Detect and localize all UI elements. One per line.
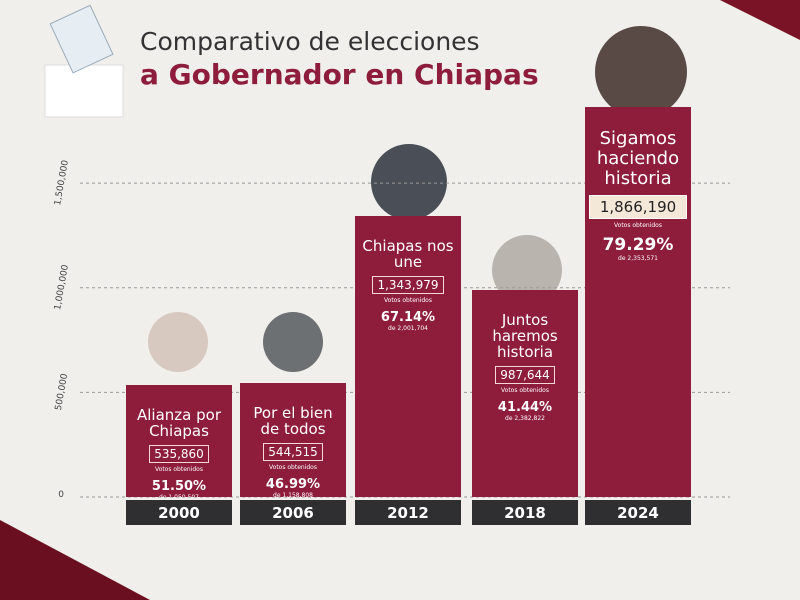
share-label: 51.50% xyxy=(151,478,207,494)
x-tick-label: 2024 xyxy=(585,500,691,525)
title: Comparativo de elecciones xyxy=(140,27,480,56)
y-tick-label: 1,000,000 xyxy=(53,264,71,311)
value-label: 544,515 xyxy=(263,443,323,462)
value-label: 1,343,979 xyxy=(372,275,444,294)
share-label: 79.29% xyxy=(602,234,674,255)
subtitle: a Gobernador en Chiapas xyxy=(140,58,539,91)
photo xyxy=(371,144,447,220)
x-tick-label: 2012 xyxy=(355,500,461,525)
x-tick-label: 2006 xyxy=(240,500,346,525)
bar: Sigamos haciendo historia 1,866,190 Votos … xyxy=(585,106,691,497)
value-label: 535,860 xyxy=(149,444,209,463)
bar: Por el bien de todos 544,515 Votos obtenid… xyxy=(240,383,346,497)
value-label: 987,644 xyxy=(495,366,555,385)
total-label: de 2,001,704 xyxy=(388,324,428,332)
y-tick-label: 1,500,000 xyxy=(53,159,71,206)
x-tick-label: 2018 xyxy=(472,500,578,525)
total-label: de 2,353,571 xyxy=(618,254,658,262)
total-label: de 1,158,808 xyxy=(273,492,313,497)
value-caption: Votos obtenidos xyxy=(269,464,317,472)
share-label: 46.99% xyxy=(265,477,321,493)
value-caption: Votos obtenidos xyxy=(384,296,432,304)
share-label: 67.14% xyxy=(380,309,436,325)
value-caption: Votos obtenidos xyxy=(614,221,662,229)
bar-name: Alianza por Chiapas xyxy=(137,405,221,440)
value-caption: Votos obtenidos xyxy=(501,387,549,395)
bar: Juntos haremos historia 987,644 Votos obte… xyxy=(472,290,578,497)
value-caption: Votos obtenidos xyxy=(155,465,203,473)
corner-decor xyxy=(0,520,150,600)
ballot xyxy=(49,4,114,74)
value-label: 1,866,190 xyxy=(588,194,688,219)
y-tick-label: 500,000 xyxy=(54,373,70,412)
total-label: de 1,050,507 xyxy=(159,494,199,497)
y-tick-label: 0 xyxy=(58,490,64,500)
bar-name: Por el bien de todos xyxy=(253,404,333,439)
bar: Chiapas nos une 1,343,979 Votos obtenidos 6… xyxy=(355,215,461,497)
share-label: 41.44% xyxy=(497,400,553,416)
photo xyxy=(263,312,323,372)
ballot-box xyxy=(44,64,124,118)
total-label: de 2,382,822 xyxy=(505,415,545,423)
photo xyxy=(595,26,687,118)
bar-name: Sigamos haciendo historia xyxy=(596,127,680,189)
bar-name: Chiapas nos une xyxy=(362,236,454,271)
corner-decor xyxy=(720,0,800,40)
x-tick-label: 2000 xyxy=(126,500,232,525)
bar: Alianza por Chiapas 535,860 Votos obtenido… xyxy=(126,384,232,497)
photo xyxy=(148,312,208,372)
bar-name: Juntos haremos historia xyxy=(492,311,558,362)
